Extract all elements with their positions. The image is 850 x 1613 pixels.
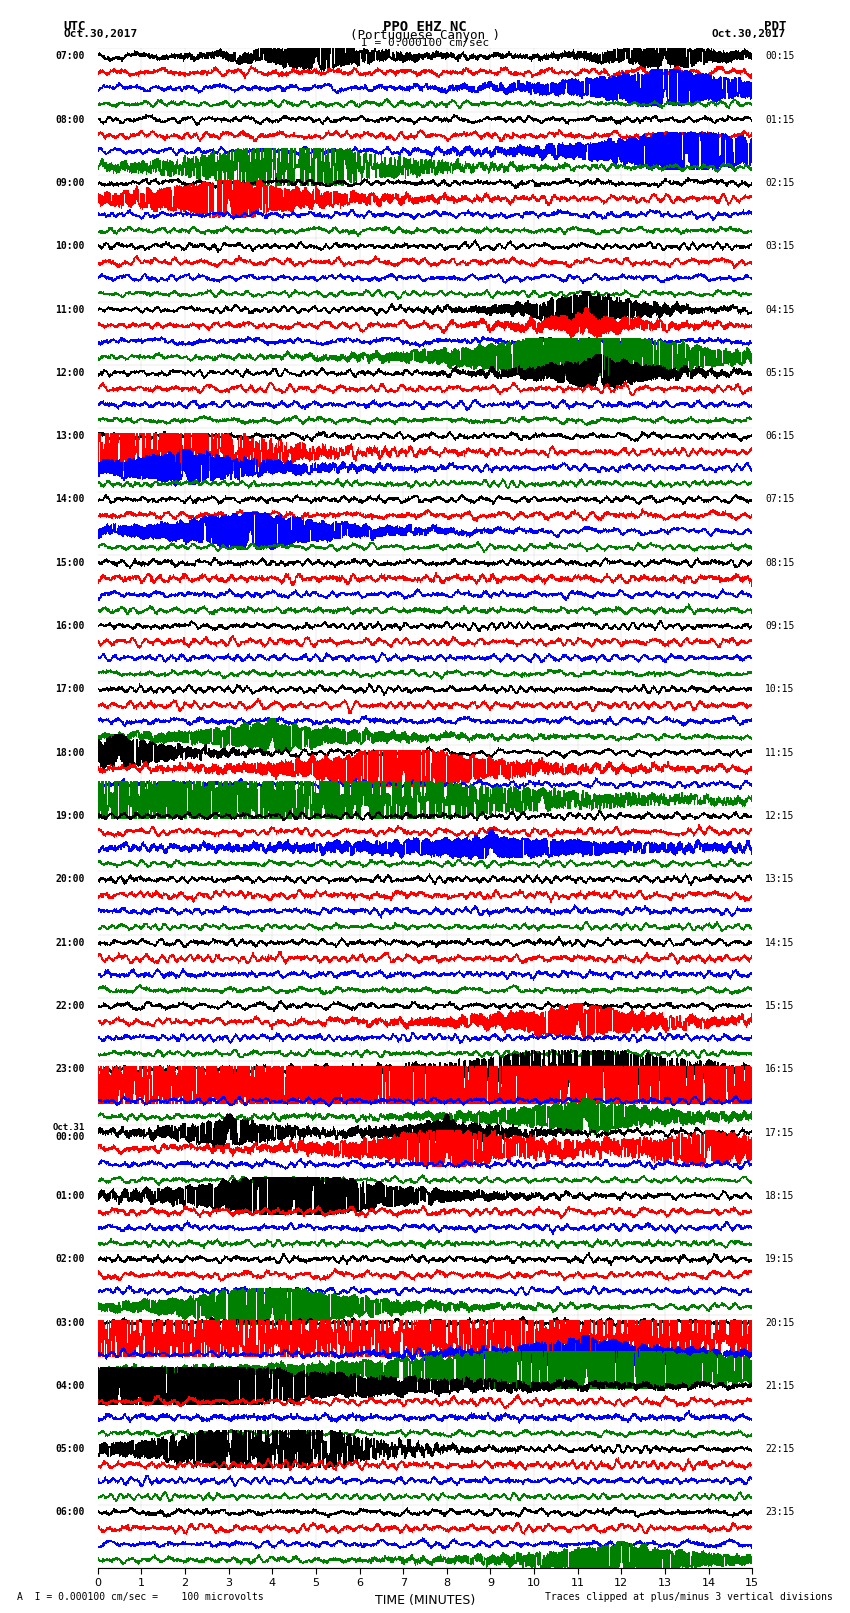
Text: 16:15: 16:15 — [765, 1065, 795, 1074]
Text: A  I = 0.000100 cm/sec =    100 microvolts: A I = 0.000100 cm/sec = 100 microvolts — [17, 1592, 264, 1602]
Text: 00:00: 00:00 — [55, 1132, 85, 1142]
Text: 20:00: 20:00 — [55, 874, 85, 884]
Text: 00:15: 00:15 — [765, 52, 795, 61]
Text: 02:15: 02:15 — [765, 177, 795, 189]
Text: 03:15: 03:15 — [765, 242, 795, 252]
Text: 10:00: 10:00 — [55, 242, 85, 252]
Text: 09:15: 09:15 — [765, 621, 795, 631]
Text: 14:15: 14:15 — [765, 937, 795, 948]
Text: 22:00: 22:00 — [55, 1002, 85, 1011]
Text: Oct.30,2017: Oct.30,2017 — [64, 29, 138, 39]
Text: 07:15: 07:15 — [765, 495, 795, 505]
Text: Oct.30,2017: Oct.30,2017 — [712, 29, 786, 39]
Text: 20:15: 20:15 — [765, 1318, 795, 1327]
Text: 11:15: 11:15 — [765, 748, 795, 758]
Text: 04:00: 04:00 — [55, 1381, 85, 1390]
Text: Oct.31: Oct.31 — [53, 1123, 85, 1132]
Text: 18:15: 18:15 — [765, 1190, 795, 1202]
Text: 21:15: 21:15 — [765, 1381, 795, 1390]
Text: 19:00: 19:00 — [55, 811, 85, 821]
Text: 13:00: 13:00 — [55, 431, 85, 442]
Text: 01:00: 01:00 — [55, 1190, 85, 1202]
Text: 14:00: 14:00 — [55, 495, 85, 505]
Text: PDT: PDT — [764, 19, 786, 34]
Text: 04:15: 04:15 — [765, 305, 795, 315]
Text: 01:15: 01:15 — [765, 115, 795, 124]
Text: 23:15: 23:15 — [765, 1508, 795, 1518]
Text: (Portuguese Canyon ): (Portuguese Canyon ) — [350, 29, 500, 42]
Text: 19:15: 19:15 — [765, 1255, 795, 1265]
Text: 13:15: 13:15 — [765, 874, 795, 884]
Text: 21:00: 21:00 — [55, 937, 85, 948]
Text: Traces clipped at plus/minus 3 vertical divisions: Traces clipped at plus/minus 3 vertical … — [545, 1592, 833, 1602]
Text: PPO EHZ NC: PPO EHZ NC — [383, 19, 467, 34]
Text: 09:00: 09:00 — [55, 177, 85, 189]
Text: 12:15: 12:15 — [765, 811, 795, 821]
Text: 10:15: 10:15 — [765, 684, 795, 695]
X-axis label: TIME (MINUTES): TIME (MINUTES) — [375, 1594, 475, 1607]
Text: 16:00: 16:00 — [55, 621, 85, 631]
Text: 08:15: 08:15 — [765, 558, 795, 568]
Text: 15:15: 15:15 — [765, 1002, 795, 1011]
Text: 11:00: 11:00 — [55, 305, 85, 315]
Text: 22:15: 22:15 — [765, 1444, 795, 1455]
Text: 02:00: 02:00 — [55, 1255, 85, 1265]
Text: I = 0.000100 cm/sec: I = 0.000100 cm/sec — [361, 37, 489, 48]
Text: 12:00: 12:00 — [55, 368, 85, 377]
Text: 05:00: 05:00 — [55, 1444, 85, 1455]
Text: 06:00: 06:00 — [55, 1508, 85, 1518]
Text: 23:00: 23:00 — [55, 1065, 85, 1074]
Text: 17:00: 17:00 — [55, 684, 85, 695]
Text: 08:00: 08:00 — [55, 115, 85, 124]
Text: 18:00: 18:00 — [55, 748, 85, 758]
Text: 06:15: 06:15 — [765, 431, 795, 442]
Text: 05:15: 05:15 — [765, 368, 795, 377]
Text: 07:00: 07:00 — [55, 52, 85, 61]
Text: 03:00: 03:00 — [55, 1318, 85, 1327]
Text: 15:00: 15:00 — [55, 558, 85, 568]
Text: UTC: UTC — [64, 19, 86, 34]
Text: 17:15: 17:15 — [765, 1127, 795, 1137]
